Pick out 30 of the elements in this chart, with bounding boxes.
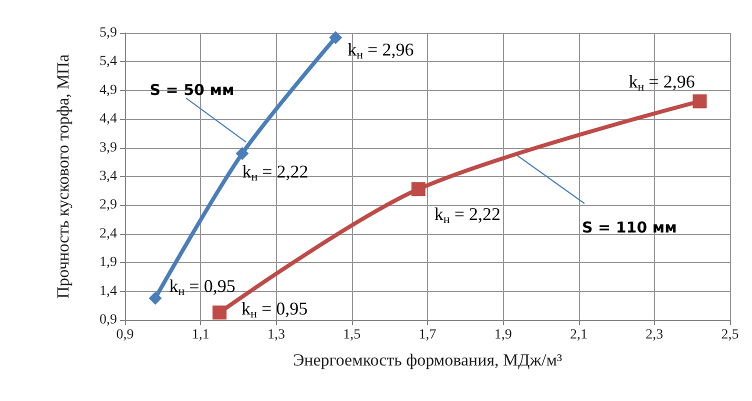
y-tick-label: 3,4 (100, 169, 117, 184)
x-tick-label: 1,3 (268, 328, 285, 342)
y-tick-label: 2,4 (100, 226, 117, 242)
point (236, 147, 249, 160)
x-tick-label: 1,5 (343, 328, 361, 342)
x-axis-title: Энергоемкость формования, МДж/м³ (292, 350, 562, 370)
y-tick-label: 3,9 (100, 140, 117, 156)
y-tick-label: 5,4 (100, 54, 117, 70)
point (212, 306, 227, 320)
x-tick-label: 1,7 (418, 328, 436, 342)
x-tick-label: 1,1 (192, 328, 210, 342)
y-tick-label: 2,9 (100, 198, 117, 213)
x-tick-label: 1,9 (494, 328, 512, 342)
annotation: S = 50 мм (150, 81, 234, 100)
point (148, 292, 162, 305)
y-tick-label: 4,4 (100, 112, 117, 127)
y-tick-label: 1,9 (100, 255, 117, 270)
x-tick-label: 2,1 (570, 328, 588, 342)
y-axis-title: Прочность кускового торфа, МПа (54, 54, 72, 299)
x-tick-label: 0,9 (116, 328, 134, 342)
y-tick-label: 1,4 (100, 284, 117, 299)
y-tick-label: 4,9 (100, 82, 117, 98)
x-tick-label: 2,3 (646, 328, 664, 342)
y-tick-label: 5,9 (100, 26, 117, 40)
x-tick-label: 2,5 (721, 328, 739, 342)
point (692, 94, 707, 108)
point (329, 31, 342, 44)
point (411, 182, 426, 196)
annotation: S = 110 мм (582, 218, 677, 237)
y-tick-label: 0,9 (100, 312, 117, 328)
